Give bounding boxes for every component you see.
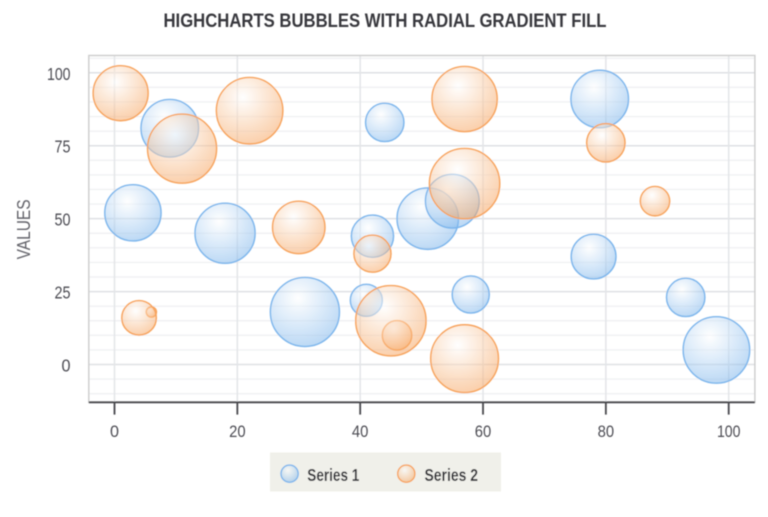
svg-text:75: 75	[55, 137, 71, 157]
svg-text:HIGHCHARTS BUBBLES WITH RADIAL: HIGHCHARTS BUBBLES WITH RADIAL GRADIENT …	[164, 10, 607, 32]
svg-text:40: 40	[352, 422, 369, 441]
svg-text:100: 100	[47, 64, 71, 84]
svg-text:0: 0	[110, 422, 119, 441]
svg-text:VALUES: VALUES	[14, 199, 34, 259]
svg-text:25: 25	[55, 283, 71, 303]
svg-text:Series 1: Series 1	[307, 465, 359, 485]
svg-text:50: 50	[55, 210, 71, 230]
svg-text:Series 2: Series 2	[425, 465, 479, 485]
svg-text:100: 100	[717, 422, 741, 441]
svg-text:20: 20	[229, 422, 246, 441]
svg-text:0: 0	[62, 356, 71, 376]
svg-text:80: 80	[598, 422, 615, 441]
svg-text:60: 60	[475, 422, 492, 441]
